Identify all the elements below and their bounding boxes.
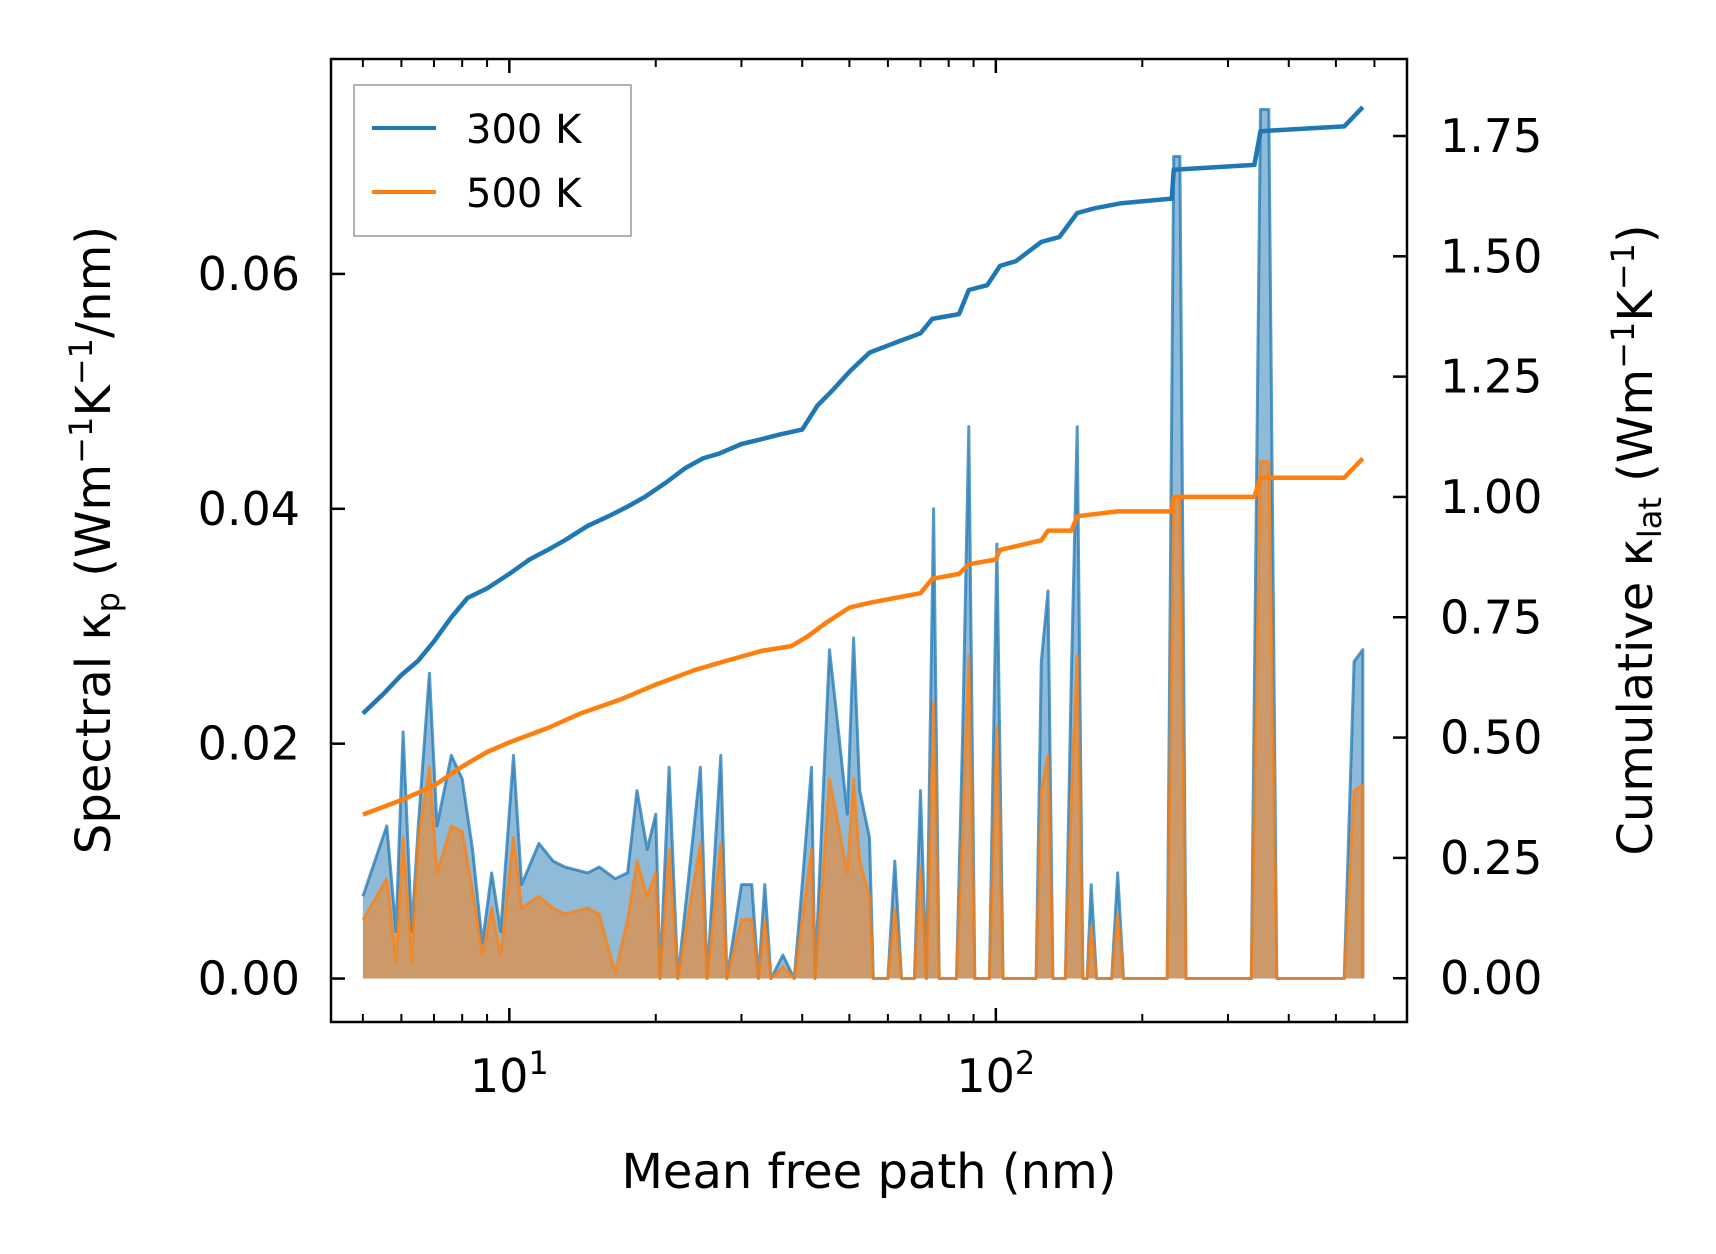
legend-label-500k: 500 K: [466, 171, 583, 217]
x-tick-label: 102: [956, 1044, 1035, 1103]
y-right-tick-label: 0.75: [1440, 590, 1542, 644]
x-axis-label: Mean free path (nm): [622, 1144, 1117, 1200]
spectral-line-500k: [361, 460, 1365, 980]
plot-frame: [329, 57, 1409, 1024]
y-right-axis-ticks: 0.00 0.25 0.50 0.75 1.00 1.25 1.50 1.75: [1393, 109, 1542, 1005]
y-right-tick-label: 0.50: [1440, 711, 1542, 765]
y-right-tick-label: 1.75: [1440, 109, 1542, 163]
legend-label-300k: 300 K: [466, 107, 583, 153]
legend: 300 K 500 K: [353, 84, 632, 237]
cumulative-line-300k: [361, 105, 1365, 716]
spectral-line-300k: [361, 108, 1365, 980]
y-right-axis-label: Cumulative κlat (Wm−1K−1): [1604, 224, 1669, 855]
cumulative-line-500k: [362, 456, 1365, 817]
y-right-tick-label: 1.25: [1440, 350, 1542, 404]
y-right-tick-label: 1.00: [1440, 470, 1542, 524]
y-left-tick-label: 0.06: [198, 247, 300, 301]
x-tick-label: 101: [470, 1044, 549, 1103]
y-left-tick-label: 0.02: [198, 717, 300, 771]
spectral-fill-layer: [361, 108, 1365, 980]
cumulative-line-layer: [361, 105, 1365, 817]
y-left-tick-label: 0.04: [198, 482, 300, 536]
y-left-axis-ticks: 0.00 0.02 0.04 0.06: [198, 247, 345, 1006]
y-left-tick-label: 0.00: [198, 952, 300, 1006]
legend-box: [353, 84, 632, 237]
y-right-tick-label: 0.00: [1440, 951, 1542, 1005]
y-left-axis-label: Spectral κp (Wm−1K−1/nm): [62, 226, 127, 854]
y-right-tick-label: 1.50: [1440, 229, 1542, 283]
y-right-tick-label: 0.25: [1440, 831, 1542, 885]
x-axis-ticks: 101 102: [361, 59, 1408, 1103]
